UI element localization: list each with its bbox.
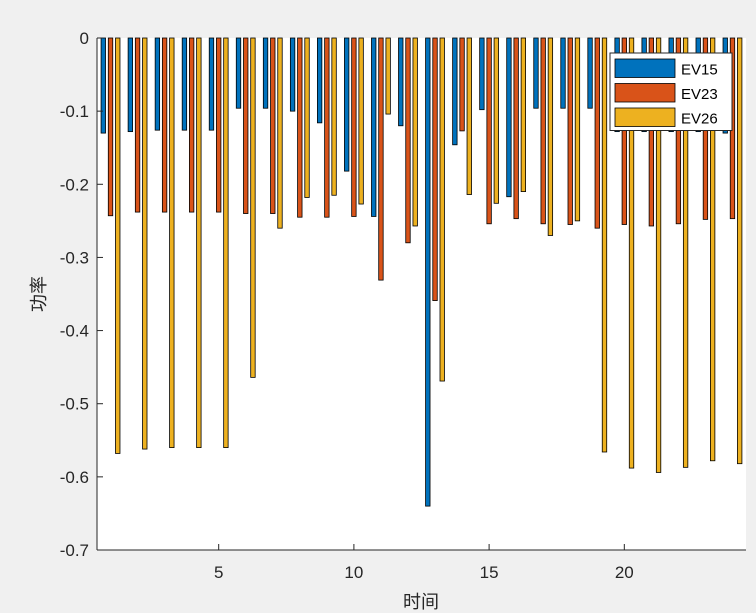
bar-ev26-12	[412, 37, 418, 227]
bar-ev23-15	[486, 37, 492, 225]
x-tick-label: 15	[480, 563, 499, 582]
bar-ev15-7	[262, 37, 269, 109]
bar-ev15-10	[344, 37, 350, 172]
bar-ev26-19	[601, 37, 608, 453]
bar-ev23-18	[567, 37, 573, 225]
bar-ev23-17	[540, 37, 546, 225]
bar-ev26-17	[547, 37, 554, 236]
bar-ev26-21	[655, 37, 662, 473]
axes-group: 0 -0.1 -0.2 -0.3 -0.4 -0.5 -0.6 -0.7 5 10 15 20	[60, 29, 746, 582]
bar-ev15-8	[289, 37, 296, 112]
legend-label-ev26: EV26	[681, 110, 718, 127]
y-tick-label: -0.2	[60, 175, 89, 194]
bar-ev26-8	[304, 37, 310, 198]
bar-ev23-2	[134, 37, 141, 213]
bar-ev26-5	[223, 37, 229, 449]
y-tick-label: -0.7	[60, 541, 89, 560]
bar-ev26-3	[169, 37, 175, 449]
bar-ev15-1	[100, 37, 106, 134]
bar-ev26-20	[628, 37, 635, 469]
bar-ev23-3	[161, 37, 168, 213]
x-tick-label: 20	[615, 563, 634, 582]
bar-ev23-21	[648, 37, 654, 227]
x-tick-label: 5	[214, 563, 223, 582]
x-axis-label: 时间	[403, 592, 439, 613]
bar-ev15-18	[560, 37, 566, 109]
bar-ev15-3	[154, 37, 161, 131]
legend-label-ev23: EV23	[681, 86, 718, 103]
bar-ev23-20	[621, 37, 627, 225]
y-tick-label: -0.6	[60, 468, 89, 487]
bar-ev15-16	[506, 37, 512, 198]
legend-swatch-ev23	[614, 83, 676, 103]
bar-ev26-1	[115, 37, 121, 454]
legend-swatch-ev15	[614, 58, 676, 78]
bar-ev23-13	[432, 37, 438, 301]
legend-label-ev15: EV15	[681, 61, 718, 78]
bar-ev15-12	[398, 37, 404, 127]
bar-ev26-7	[277, 37, 283, 229]
bar-ev26-24	[737, 37, 743, 465]
bar-ev23-11	[378, 37, 384, 281]
bar-ev26-10	[358, 37, 364, 205]
bar-ev26-22	[682, 37, 689, 468]
bar-ev26-9	[331, 37, 337, 196]
y-tick-label: -0.3	[60, 248, 89, 267]
bar-ev15-2	[127, 37, 133, 133]
bar-ev23-8	[297, 37, 303, 218]
bar-ev23-14	[459, 37, 465, 132]
bar-ev26-16	[520, 37, 526, 193]
y-tick-label: -0.4	[60, 322, 89, 341]
bar-ev15-6	[235, 37, 242, 109]
legend: EV15 EV23 EV26	[609, 52, 733, 131]
bar-ev23-16	[513, 37, 519, 220]
bar-ev23-1	[107, 37, 114, 217]
bars-group	[100, 37, 743, 507]
bar-ev15-11	[371, 37, 377, 217]
legend-swatch-ev26	[614, 107, 676, 127]
bar-ev26-11	[385, 37, 391, 115]
bar-ev15-5	[208, 37, 215, 131]
bar-ev23-12	[405, 37, 411, 244]
y-axis-label: 功率	[29, 276, 50, 312]
x-tick-label: 10	[344, 563, 363, 582]
bar-ev23-9	[324, 37, 330, 218]
bar-ev26-15	[493, 37, 499, 204]
bar-ev26-18	[574, 37, 581, 222]
bar-ev23-4	[189, 37, 195, 213]
bar-ev26-6	[250, 37, 256, 378]
bar-ev15-9	[317, 37, 323, 124]
bar-ev15-15	[479, 37, 485, 111]
bar-ev26-2	[142, 37, 148, 450]
bar-ev23-10	[351, 37, 357, 217]
bar-ev15-4	[181, 37, 188, 131]
y-tick-label: -0.5	[60, 395, 89, 414]
y-tick-label: 0	[80, 29, 89, 48]
bar-ev26-13	[439, 37, 445, 382]
bar-ev23-5	[216, 37, 222, 213]
bar-ev23-19	[594, 37, 600, 229]
bar-ev26-4	[196, 37, 202, 449]
bar-ev15-17	[533, 37, 539, 109]
bar-ev23-6	[243, 37, 249, 214]
bar-ev23-7	[270, 37, 276, 214]
y-tick-label: -0.1	[60, 102, 89, 121]
bar-ev15-14	[452, 37, 458, 146]
bar-ev15-13	[425, 37, 431, 507]
bar-ev26-14	[466, 37, 472, 195]
bar-ev15-19	[587, 37, 593, 109]
bar-ev26-23	[710, 37, 716, 462]
